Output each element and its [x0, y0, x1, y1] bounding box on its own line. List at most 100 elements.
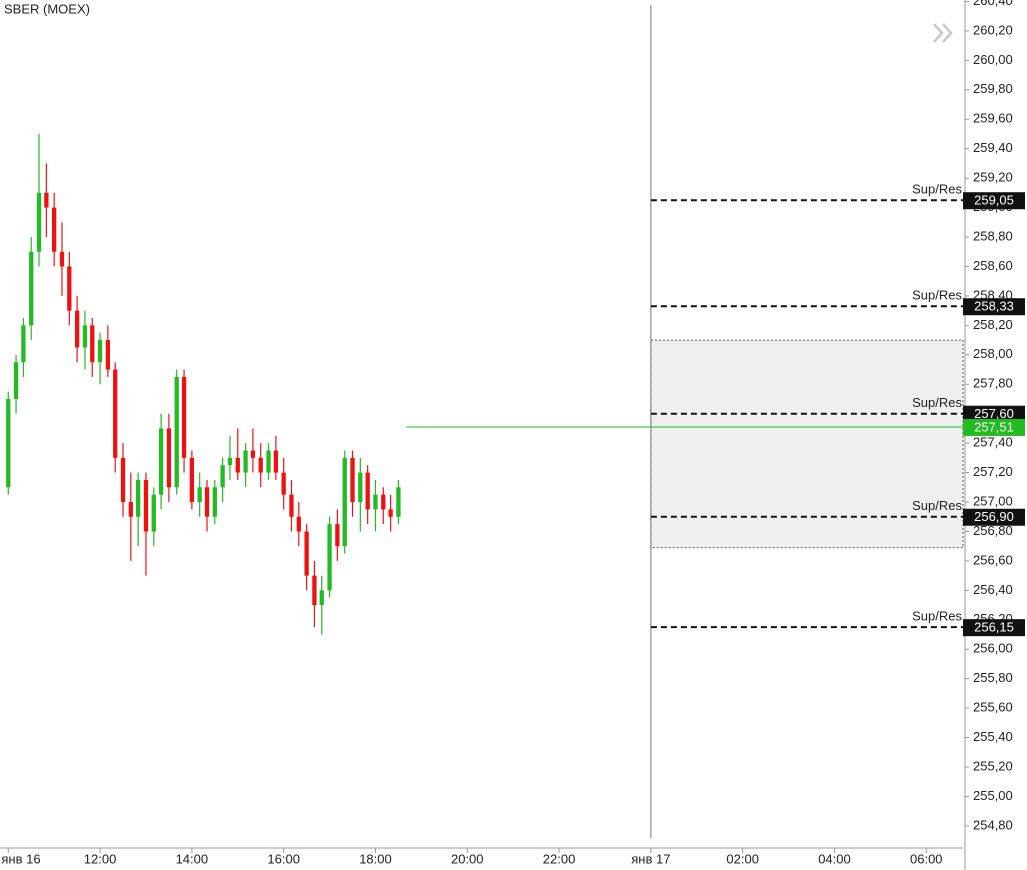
y-tick-label: 257,20: [973, 464, 1013, 479]
level-value: 258,33: [974, 299, 1014, 314]
x-tick-label: 18:00: [359, 851, 392, 866]
y-tick-label: 260,00: [973, 52, 1013, 67]
candle-body: [189, 457, 195, 503]
candle-body: [143, 479, 149, 532]
chevron: [933, 23, 944, 43]
candle-body: [304, 531, 309, 576]
candle-body: [29, 251, 34, 326]
y-tick-label: 255,40: [973, 729, 1013, 744]
candle-body: [327, 524, 332, 591]
candle-body: [266, 450, 271, 473]
y-tick-label: 256,40: [973, 582, 1013, 597]
x-tick-label: 04:00: [818, 851, 851, 866]
x-tick-label: 12:00: [84, 851, 117, 866]
candle-body: [243, 450, 248, 473]
candle-body: [90, 325, 95, 363]
candle-body: [36, 192, 42, 252]
candle-body: [235, 457, 240, 473]
x-tick-label: янв 16: [1, 851, 40, 866]
candle-body: [358, 472, 363, 503]
candle-body: [335, 524, 340, 547]
x-tick-label: 16:00: [267, 851, 300, 866]
last-price-label: 257,51: [974, 419, 1014, 434]
candle-body: [250, 450, 256, 458]
candle-body: [258, 457, 263, 473]
candle-body: [350, 457, 355, 503]
candle-body: [273, 450, 279, 473]
x-tick-label: 02:00: [726, 851, 759, 866]
candle-body: [388, 509, 393, 517]
candle-body: [174, 376, 179, 488]
level-value: 257,60: [974, 406, 1014, 421]
candle-body: [220, 465, 225, 488]
candle-body: [13, 362, 19, 399]
level-value-box: [963, 619, 1025, 637]
chart-title: SBER (MOEX): [4, 1, 90, 16]
candle-body: [105, 340, 111, 370]
candle-body: [136, 479, 141, 517]
candle-body: [212, 487, 217, 517]
candle-body: [342, 457, 347, 547]
y-tick-label: 258,60: [973, 258, 1013, 273]
level-value: 256,15: [974, 620, 1014, 635]
y-tick-label: 254,80: [973, 817, 1013, 832]
y-tick-label: 255,80: [973, 670, 1013, 685]
candle-body: [381, 494, 386, 510]
y-tick-label: 257,40: [973, 435, 1013, 450]
candle-body: [113, 369, 118, 458]
candle-body: [373, 494, 378, 510]
y-tick-label: 260,40: [973, 0, 1013, 8]
y-tick-label: 259,80: [973, 81, 1013, 96]
y-tick-label: 255,20: [973, 758, 1013, 773]
candle-body: [128, 502, 133, 517]
level-value-box: [963, 405, 1025, 423]
level-name: Sup/Res: [912, 182, 962, 197]
candle-body: [158, 428, 164, 495]
y-tick-label: 259,20: [973, 170, 1013, 185]
candle-body: [82, 325, 88, 348]
chevron: [942, 23, 953, 43]
y-tick-label: 256,60: [973, 552, 1013, 567]
candle-body: [21, 325, 26, 363]
y-tick-label: 255,60: [973, 700, 1013, 715]
candle-body: [52, 207, 57, 252]
y-tick-label: 256,80: [973, 523, 1013, 538]
x-tick-label: янв 17: [631, 851, 670, 866]
candle-body: [281, 472, 286, 495]
level-name: Sup/Res: [912, 288, 962, 303]
candle-body: [312, 575, 317, 606]
candle-body: [227, 457, 233, 466]
candle-body: [365, 472, 370, 510]
candle-body: [396, 487, 401, 517]
candle-body: [44, 192, 49, 208]
candle-body: [120, 457, 126, 503]
candle-body: [67, 266, 72, 311]
candle-body: [289, 494, 294, 517]
level-value: 259,05: [974, 193, 1014, 208]
candle-body: [59, 251, 65, 267]
level-value-box: [963, 508, 1025, 526]
candle-body: [97, 340, 103, 363]
x-tick-label: 14:00: [176, 851, 209, 866]
y-tick-label: 258,80: [973, 228, 1013, 243]
candle-body: [74, 310, 80, 348]
candle-body: [296, 516, 301, 532]
x-tick-label: 20:00: [451, 851, 484, 866]
y-tick-label: 258,20: [973, 317, 1013, 332]
y-tick-label: 257,80: [973, 376, 1013, 391]
level-value: 256,90: [974, 509, 1014, 524]
y-tick-label: 259,40: [973, 140, 1013, 155]
candle-body: [166, 428, 172, 488]
x-tick-label: 06:00: [910, 851, 943, 866]
y-tick-label: 257,00: [973, 493, 1013, 508]
zone: [650, 339, 964, 549]
level-value-box: [963, 298, 1025, 316]
y-tick-label: 255,00: [973, 788, 1013, 803]
expand-icon[interactable]: [933, 23, 953, 43]
y-tick-label: 260,20: [973, 22, 1013, 37]
candle-body: [151, 494, 156, 532]
x-tick-label: 22:00: [543, 851, 576, 866]
level-name: Sup/Res: [912, 498, 962, 513]
